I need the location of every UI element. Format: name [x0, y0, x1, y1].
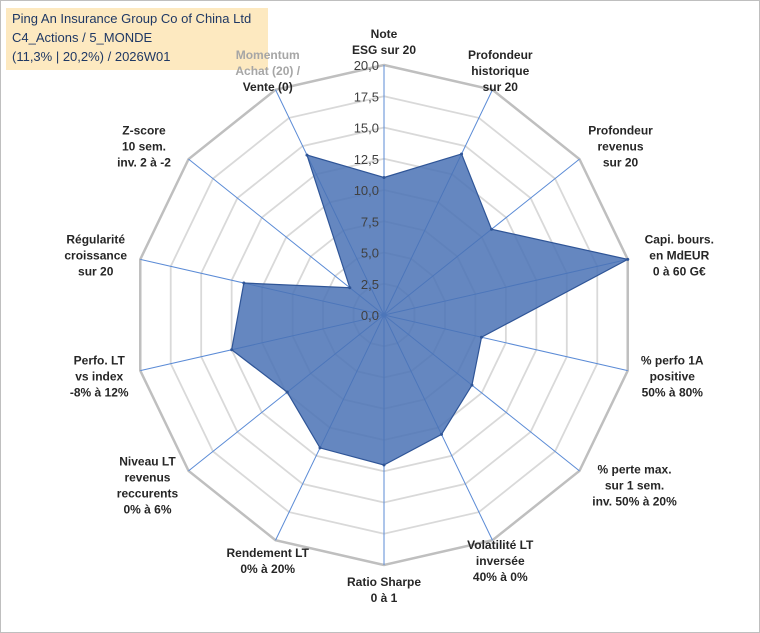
title-box: Ping An Insurance Group Co of China Ltd …	[6, 8, 268, 70]
axis-label: ESG sur 20	[352, 43, 416, 57]
axis-label: sur 20	[483, 80, 519, 94]
data-point	[460, 152, 464, 156]
tick-label: 2,5	[361, 277, 379, 292]
series-layer	[230, 152, 630, 467]
axis-label: Régularité	[66, 232, 125, 246]
axis-label: Capi. bours.	[645, 232, 714, 246]
tick-layer: 0,0 2,5 5,0 7,5 10,0 12,5 15,0 17,5 20,0	[354, 58, 379, 323]
axis-label: -8% à 12%	[70, 386, 129, 400]
axis-label: inv. 2 à -2	[117, 155, 171, 169]
data-point	[382, 463, 386, 467]
axis-label: Profondeur	[588, 123, 653, 137]
tick-label: 0,0	[361, 308, 379, 323]
tick-label: 10,0	[354, 183, 379, 198]
data-point	[626, 257, 630, 261]
title-line-company: Ping An Insurance Group Co of China Ltd	[12, 11, 252, 26]
title-line-category: C4_Actions / 5_MONDE	[12, 30, 153, 45]
data-point	[439, 432, 443, 436]
tick-label: 5,0	[361, 246, 379, 261]
axis-label: inv. 50% à 20%	[592, 495, 677, 509]
axis-label: Niveau LT	[119, 455, 176, 469]
axis-label: revenus	[124, 471, 170, 485]
tick-label: 12,5	[354, 152, 379, 167]
axis-label: Z-score	[122, 123, 166, 137]
axis-label: % perfo 1A	[641, 354, 704, 368]
axis-label: Profondeur	[468, 48, 533, 62]
data-point	[490, 227, 494, 231]
axis-label: % perte max.	[598, 463, 672, 477]
axis-label: sur 1 sem.	[605, 479, 664, 493]
axis-label: revenus	[598, 139, 644, 153]
axis-label: sur 20	[78, 264, 114, 278]
axis-label: Vente (0)	[243, 80, 293, 94]
data-point	[348, 286, 352, 290]
tick-label: 7,5	[361, 214, 379, 229]
tick-label: 17,5	[354, 89, 379, 104]
data-point	[242, 281, 246, 285]
axis-label: Achat (20) /	[235, 64, 300, 78]
axis-label: 0 à 1	[371, 591, 398, 605]
data-point	[318, 446, 322, 450]
axis-label: Note	[371, 27, 398, 41]
axis-label: 0 à 60 G€	[653, 264, 706, 278]
axis-label: vs index	[75, 370, 123, 384]
data-point	[230, 348, 234, 352]
axis-label: historique	[471, 64, 529, 78]
axis-label: Volatilité LT	[467, 538, 534, 552]
axis-label: positive	[650, 370, 696, 384]
axis-label: 0% à 6%	[123, 503, 171, 517]
axis-label: inversée	[476, 554, 525, 568]
data-point	[285, 390, 289, 394]
axis-label: croissance	[64, 248, 127, 262]
data-point	[382, 176, 386, 179]
tick-label: 20,0	[354, 58, 379, 73]
axis-label: 50% à 80%	[642, 386, 704, 400]
axis-label: reccurents	[117, 487, 179, 501]
data-point	[305, 153, 309, 157]
label-layer: Note ESG sur 20 Profondeur historique sur 20…	[64, 27, 714, 605]
series-area	[231, 153, 630, 466]
axis-label: 40% à 0%	[473, 570, 528, 584]
data-point	[479, 335, 483, 339]
axis-label: Rendement LT	[226, 546, 309, 560]
axis-label: sur 20	[603, 155, 639, 169]
tick-label: 15,0	[354, 121, 379, 136]
data-point	[470, 383, 474, 387]
axis-label: Perfo. LT	[74, 354, 126, 368]
axis-label: 10 sem.	[122, 139, 166, 153]
axis-label: Momentum	[236, 48, 300, 62]
axis-label: Ratio Sharpe	[347, 575, 421, 589]
axis-label: en MdEUR	[649, 248, 709, 262]
title-line-period: (11,3% | 20,2%) / 2026W01	[12, 49, 171, 64]
axis-label: 0% à 20%	[240, 562, 295, 576]
